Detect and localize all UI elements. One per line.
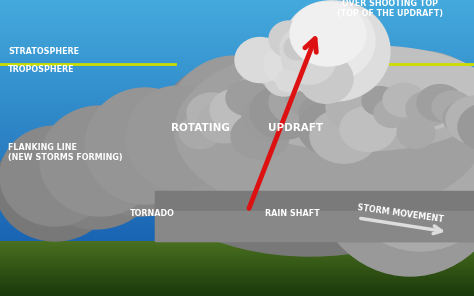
Ellipse shape	[85, 88, 205, 204]
Bar	[155, 211, 474, 241]
Ellipse shape	[270, 11, 390, 121]
Ellipse shape	[30, 113, 160, 229]
Ellipse shape	[230, 51, 474, 151]
Ellipse shape	[383, 83, 425, 117]
Ellipse shape	[330, 51, 474, 251]
Ellipse shape	[299, 96, 341, 130]
Ellipse shape	[155, 51, 474, 231]
Ellipse shape	[326, 83, 386, 131]
Ellipse shape	[160, 56, 310, 226]
Text: ROTATING: ROTATING	[171, 123, 230, 133]
Ellipse shape	[417, 85, 463, 121]
Ellipse shape	[458, 103, 474, 151]
Ellipse shape	[362, 87, 398, 115]
Text: TORNADO: TORNADO	[129, 210, 174, 218]
Ellipse shape	[276, 70, 300, 92]
Ellipse shape	[120, 93, 230, 203]
Ellipse shape	[374, 99, 410, 127]
Bar	[155, 191, 474, 241]
Ellipse shape	[269, 32, 293, 54]
Text: STORM MOVEMENT: STORM MOVEMENT	[356, 203, 444, 224]
Ellipse shape	[231, 113, 289, 159]
Ellipse shape	[280, 27, 326, 69]
Ellipse shape	[269, 81, 323, 124]
Ellipse shape	[294, 40, 328, 70]
Ellipse shape	[250, 85, 318, 139]
Ellipse shape	[303, 26, 343, 62]
Text: TROPOSPHERE: TROPOSPHERE	[8, 65, 74, 74]
Ellipse shape	[406, 91, 450, 127]
Ellipse shape	[242, 93, 302, 141]
Ellipse shape	[290, 2, 366, 66]
Text: STRATOSPHERE: STRATOSPHERE	[8, 47, 79, 56]
Ellipse shape	[264, 44, 308, 84]
Ellipse shape	[40, 106, 160, 216]
Ellipse shape	[298, 101, 366, 155]
Ellipse shape	[150, 61, 310, 241]
Text: UPDRAFT: UPDRAFT	[268, 123, 323, 133]
Ellipse shape	[340, 107, 396, 151]
Ellipse shape	[292, 30, 324, 58]
Ellipse shape	[0, 131, 115, 241]
Ellipse shape	[135, 56, 474, 256]
Ellipse shape	[126, 86, 230, 190]
Ellipse shape	[443, 101, 474, 135]
Ellipse shape	[198, 101, 250, 143]
Ellipse shape	[432, 91, 472, 123]
Ellipse shape	[235, 38, 285, 83]
Ellipse shape	[397, 118, 435, 148]
Ellipse shape	[226, 81, 270, 116]
Ellipse shape	[269, 21, 309, 57]
Text: OVER SHOOTING TOP
(TOP OF THE UPDRAFT): OVER SHOOTING TOP (TOP OF THE UPDRAFT)	[337, 0, 443, 18]
Ellipse shape	[286, 81, 330, 116]
Ellipse shape	[264, 60, 304, 96]
Ellipse shape	[310, 56, 474, 276]
Ellipse shape	[284, 36, 310, 60]
Ellipse shape	[285, 1, 375, 81]
Ellipse shape	[280, 1, 390, 101]
Ellipse shape	[250, 46, 474, 136]
Text: RAIN SHAFT: RAIN SHAFT	[264, 210, 319, 218]
Ellipse shape	[310, 109, 378, 163]
Ellipse shape	[75, 96, 205, 216]
Text: FLANKING LINE
(NEW STORMS FORMING): FLANKING LINE (NEW STORMS FORMING)	[8, 143, 123, 163]
Ellipse shape	[0, 126, 110, 226]
Ellipse shape	[285, 35, 323, 69]
Ellipse shape	[282, 36, 336, 84]
Ellipse shape	[179, 115, 221, 149]
Ellipse shape	[299, 55, 353, 103]
Ellipse shape	[313, 19, 355, 57]
Ellipse shape	[446, 96, 474, 144]
Ellipse shape	[187, 93, 237, 133]
Ellipse shape	[175, 46, 474, 216]
Ellipse shape	[210, 89, 262, 131]
